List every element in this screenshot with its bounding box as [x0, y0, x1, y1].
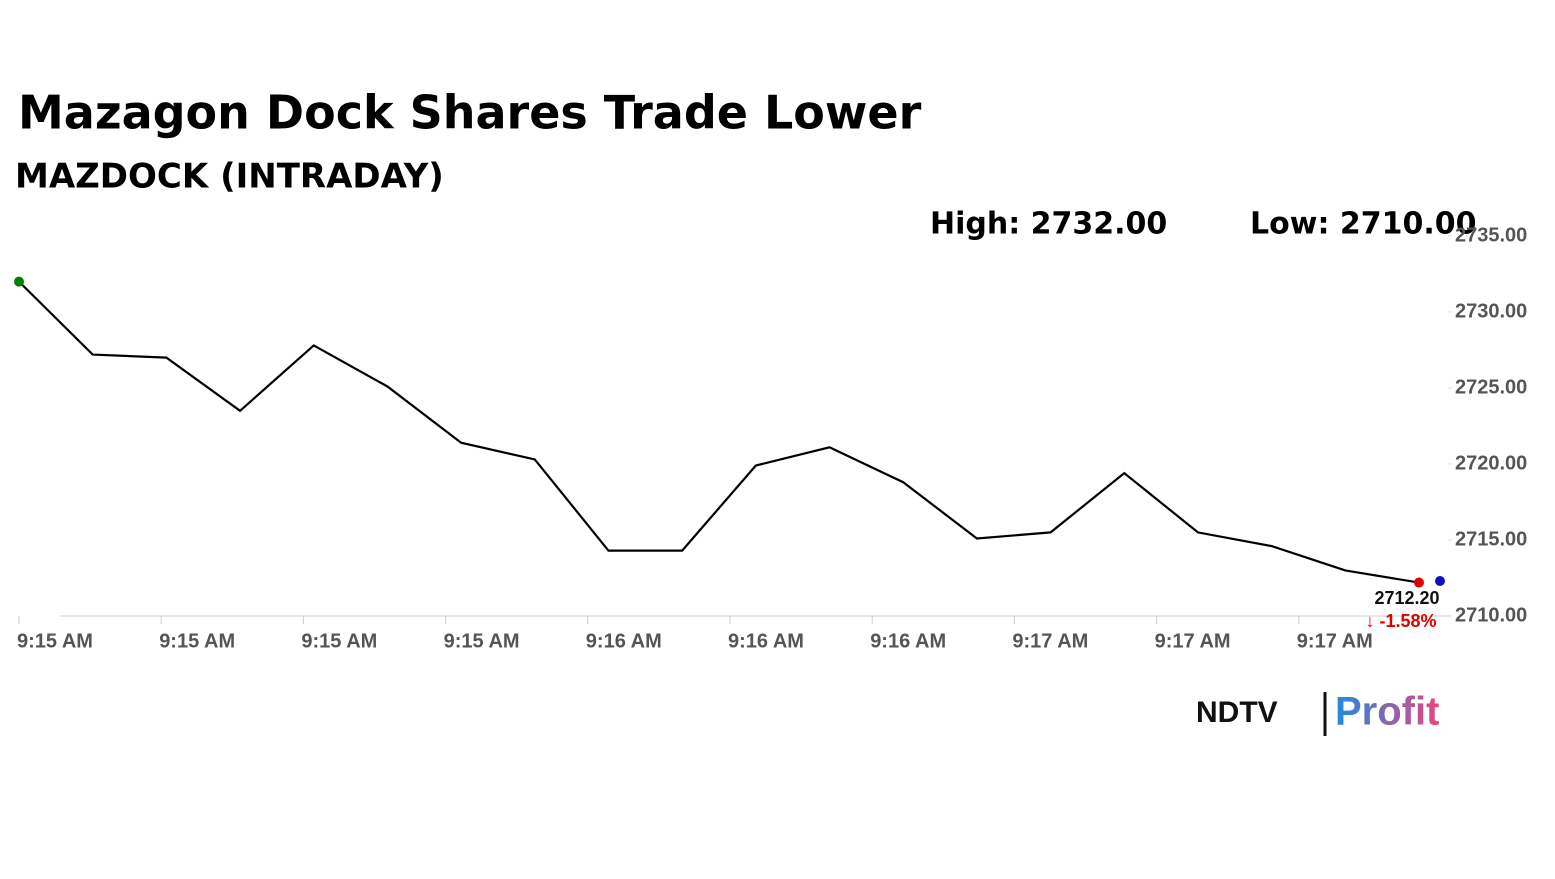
x-tick-label: 9:15 AM	[444, 630, 520, 652]
x-tick-label: 9:15 AM	[159, 630, 235, 652]
start-dot	[14, 276, 24, 287]
high-label: High: 2732.00	[930, 207, 1167, 242]
marker	[1435, 576, 1445, 586]
logo-brand: NDTV	[1196, 696, 1278, 729]
chart-title: Mazagon Dock Shares Trade Lower	[18, 86, 922, 140]
last-value-label: 2712.20	[1374, 588, 1439, 608]
y-tick-label: 2715.00	[1455, 528, 1527, 550]
x-tick-label: 9:16 AM	[870, 630, 946, 652]
y-tick-label: 2710.00	[1455, 604, 1527, 626]
y-tick-label: 2720.00	[1455, 452, 1527, 474]
x-tick-label: 9:16 AM	[728, 630, 804, 652]
low-label: Low: 2710.00	[1250, 207, 1477, 242]
x-tick-label: 9:17 AM	[1297, 630, 1373, 652]
x-tick-label: 9:16 AM	[586, 630, 662, 652]
y-tick-label: 2730.00	[1455, 300, 1527, 322]
end-dot	[1414, 577, 1424, 588]
x-tick-label: 9:15 AM	[301, 630, 377, 652]
y-tick-label: 2725.00	[1455, 376, 1527, 398]
change-label: ↓ -1.58%	[1365, 611, 1436, 631]
x-tick-label: 9:15 AM	[17, 630, 93, 652]
chart-subtitle: MAZDOCK (INTRADAY)	[15, 157, 444, 197]
x-tick-label: 9:17 AM	[1012, 630, 1088, 652]
price-line	[18, 280, 1420, 584]
logo-product: Profit	[1335, 690, 1439, 734]
x-tick-label: 9:17 AM	[1155, 630, 1231, 652]
y-tick-label: 2735.00	[1455, 224, 1527, 246]
